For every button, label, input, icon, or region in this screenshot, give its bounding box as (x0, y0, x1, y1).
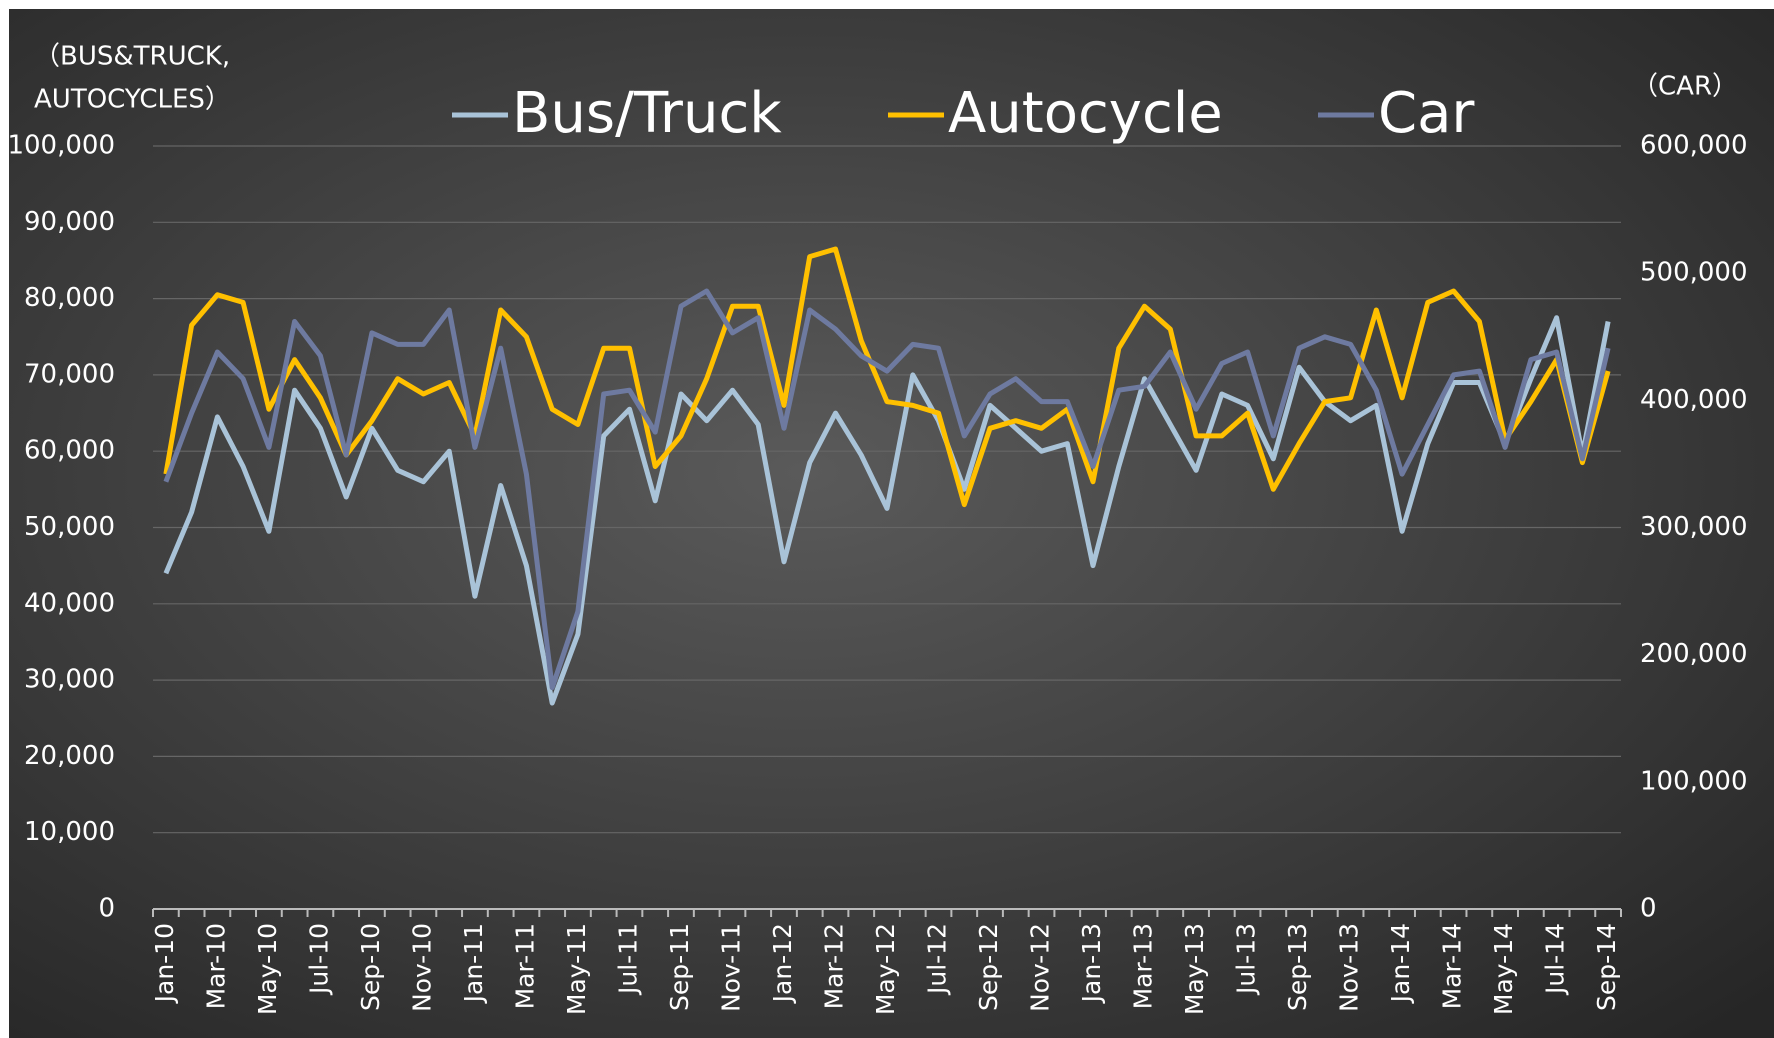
series-line (163, 246, 1611, 508)
x-tick-label: Sep-10 (356, 923, 385, 1011)
x-tick-label: Jul-12 (923, 923, 952, 996)
y2-tick-label: 200,000 (1640, 639, 1748, 669)
y2-tick-label: 500,000 (1640, 258, 1748, 288)
y-tick-label: 40,000 (24, 588, 115, 618)
chart-background (9, 9, 1774, 1038)
x-tick-label: May-12 (871, 923, 900, 1015)
x-tick-label: May-14 (1489, 923, 1518, 1015)
y2-tick-label: 100,000 (1640, 766, 1748, 796)
x-tick-label: Sep-13 (1283, 923, 1312, 1011)
x-tick-label: Nov-13 (1335, 923, 1364, 1012)
y2-tick-label: 0 (1640, 894, 1657, 924)
y-tick-label: 100,000 (7, 131, 115, 161)
y2-tick-label: 300,000 (1640, 512, 1748, 542)
x-tick-label: Mar-13 (1129, 923, 1158, 1009)
y-tick-label: 80,000 (24, 283, 115, 313)
x-tick-label: Sep-14 (1592, 923, 1621, 1011)
y2-tick-label: 400,000 (1640, 385, 1748, 415)
series-line (163, 315, 1611, 706)
y-axis-title: （BUS&TRUCK, (34, 42, 230, 72)
x-tick-label: Jul-10 (304, 923, 333, 996)
y2-axis-title: （CAR） (1632, 72, 1738, 102)
x-tick-label: Jan-14 (1386, 923, 1415, 1004)
x-tick-label: Jul-14 (1541, 923, 1570, 996)
x-tick-label: Jul-13 (1232, 923, 1261, 996)
y-tick-label: 90,000 (24, 207, 115, 237)
y-tick-label: 60,000 (24, 436, 115, 466)
x-tick-label: Nov-10 (407, 923, 436, 1012)
x-tick-label: Jan-13 (1077, 923, 1106, 1004)
y-axis-title: AUTOCYCLES） (34, 85, 231, 115)
x-tick-label: May-13 (1180, 923, 1209, 1015)
y-tick-label: 10,000 (24, 817, 115, 847)
y-tick-label: 70,000 (24, 359, 115, 389)
y2-tick-label: 600,000 (1640, 131, 1748, 161)
x-tick-label: Sep-12 (974, 923, 1003, 1011)
y-tick-label: 50,000 (24, 512, 115, 542)
x-tick-label: Mar-12 (819, 923, 848, 1009)
x-tick-label: Jul-11 (613, 923, 642, 996)
legend-label: Bus/Truck (512, 81, 782, 146)
x-tick-label: Jan-11 (459, 923, 488, 1004)
x-tick-label: Jan-10 (150, 923, 179, 1004)
x-tick-label: Mar-14 (1438, 923, 1467, 1009)
x-tick-label: Mar-10 (201, 923, 230, 1009)
y-tick-label: 20,000 (24, 741, 115, 771)
x-tick-label: Nov-11 (716, 923, 745, 1012)
x-tick-label: May-11 (562, 923, 591, 1015)
series-line (163, 288, 1611, 691)
legend-label: Car (1378, 81, 1475, 146)
y-tick-label: 0 (98, 894, 115, 924)
x-tick-label: Mar-11 (510, 923, 539, 1009)
x-tick-label: Sep-11 (665, 923, 694, 1011)
x-tick-label: Nov-12 (1026, 923, 1055, 1012)
x-tick-label: May-10 (253, 923, 282, 1015)
x-tick-label: Jan-12 (768, 923, 797, 1004)
y-tick-label: 30,000 (24, 665, 115, 695)
legend-label: Autocycle (948, 81, 1223, 146)
